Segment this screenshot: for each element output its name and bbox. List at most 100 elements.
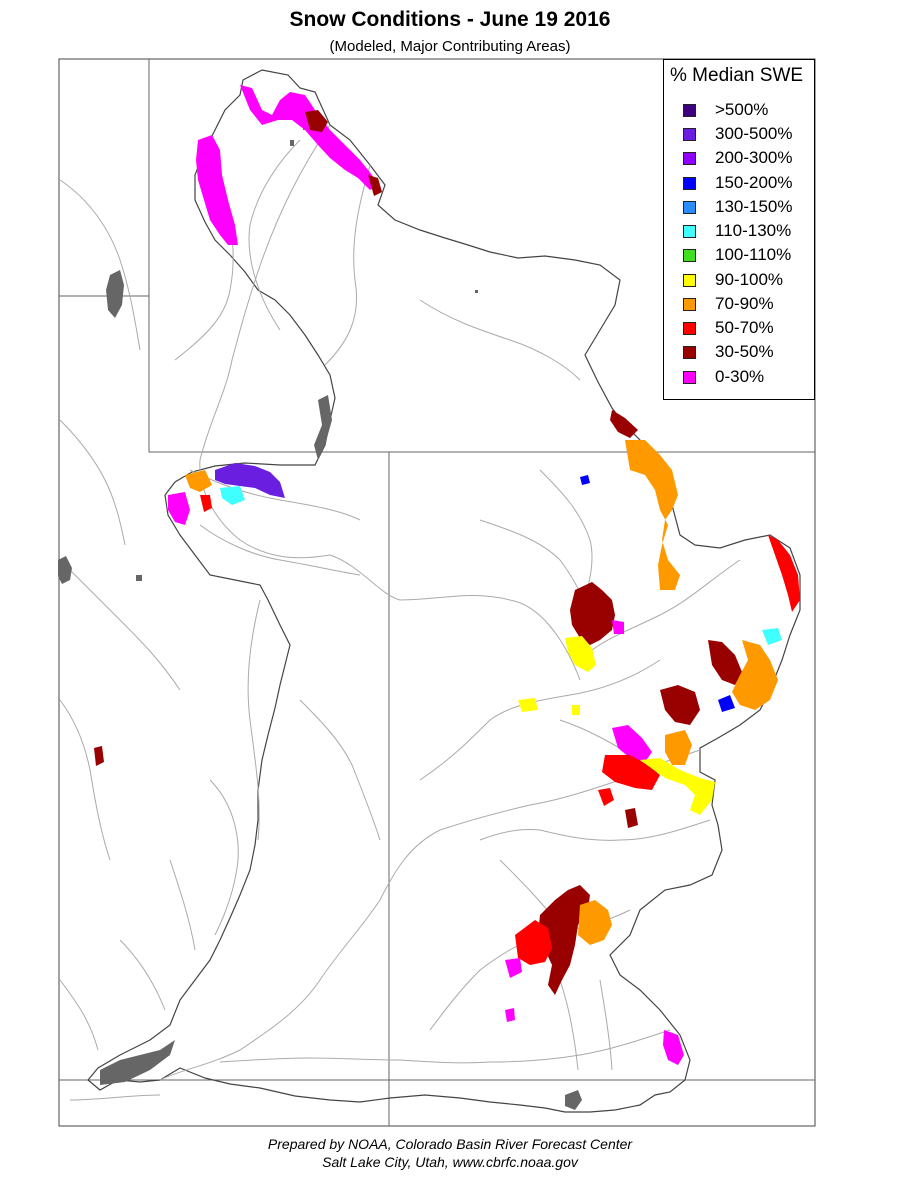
river-yampa — [579, 559, 741, 661]
legend-item: 50-70% — [683, 318, 774, 338]
reservoir-c — [136, 575, 142, 581]
patch-90-100-south-central — [640, 758, 715, 815]
river-east-fork — [59, 559, 181, 691]
legend-swatch — [683, 248, 696, 262]
legend-swatch — [683, 321, 696, 335]
legend-swatch — [683, 151, 696, 165]
patch-0-30-wyoming-north — [240, 85, 378, 190]
patch-0-30-sj-south — [505, 1008, 515, 1022]
patch-50-70-scatter — [598, 788, 614, 806]
rivers — [59, 124, 741, 1101]
legend-swatch — [683, 176, 696, 190]
legend-item: 0-30% — [683, 367, 764, 387]
patch-110-130-ne-corner — [762, 628, 782, 645]
state-boundaries — [59, 59, 815, 1126]
patch-30-50-wyoming-north — [305, 110, 328, 132]
river-animas — [559, 979, 579, 1071]
patch-0-30-park — [612, 620, 624, 634]
patch-70-90-san-juan — [578, 900, 612, 945]
river-gila — [69, 1094, 161, 1101]
river-paria — [119, 939, 166, 1011]
footer-location: Salt Lake City, Utah, www.cbrfc.noaa.gov — [322, 1154, 578, 1170]
river-weber — [59, 419, 126, 546]
legend-item: 130-150% — [683, 197, 793, 217]
patch-70-90-central — [732, 640, 778, 710]
reservoir-d — [475, 290, 478, 293]
patch-110-130-uinta — [220, 486, 245, 505]
river-blacks-fork — [189, 469, 361, 521]
legend-swatch — [683, 200, 696, 214]
patch-0-30-uinta — [168, 492, 190, 525]
legend-label: 150-200% — [715, 173, 793, 192]
legend-label: 130-150% — [715, 197, 793, 216]
patch-150-200-central — [718, 695, 735, 712]
patch-0-30-south-central — [612, 725, 652, 762]
river-green — [199, 124, 581, 681]
river-san-rafael — [299, 699, 381, 841]
lakes — [58, 125, 582, 1110]
patch-300-500-uinta — [215, 463, 285, 498]
legend-label: 90-100% — [715, 270, 784, 289]
snow-patches — [94, 85, 800, 1065]
legend-item: >500% — [683, 100, 768, 120]
map-frame — [58, 58, 816, 1127]
legend: % Median SWE >500% 300-500% 200-300% 150… — [663, 59, 815, 400]
legend-item: 70-90% — [683, 294, 774, 314]
legend-label: 50-70% — [715, 318, 774, 337]
river-piedra — [599, 979, 613, 1071]
state-line-wy-west — [148, 59, 815, 453]
patch-50-70-san-juan — [515, 920, 552, 965]
reservoir-a — [290, 140, 294, 146]
patch-90-100-park — [565, 636, 596, 672]
river-price — [247, 599, 261, 841]
river-san-juan — [219, 1029, 671, 1064]
legend-swatch — [683, 297, 696, 311]
river-colorado — [159, 749, 701, 1081]
patch-30-50-san-juan — [538, 885, 590, 995]
patch-50-70-ne-corner — [768, 535, 800, 612]
legend-item: 30-50% — [683, 342, 774, 362]
river-dirty-devil — [209, 779, 239, 936]
patch-30-50-park — [570, 582, 615, 645]
patch-90-100-a — [518, 698, 538, 712]
patch-30-50-ne — [610, 410, 638, 438]
legend-label: >500% — [715, 100, 769, 119]
navajo-lake — [565, 1090, 582, 1110]
patch-30-50-central — [708, 640, 742, 685]
patch-0-30-sj-east — [663, 1030, 684, 1065]
legend-label: 110-130% — [715, 221, 792, 240]
flaming-gorge — [314, 395, 332, 460]
utah-lake — [58, 556, 72, 584]
footer-credit: Prepared by NOAA, Colorado Basin River F… — [267, 1136, 633, 1152]
river-escalante — [169, 859, 196, 951]
river-duchesne — [199, 524, 361, 576]
patch-30-50-scatter — [625, 808, 638, 828]
river-gunnison — [479, 819, 711, 841]
legend-label: 0-30% — [715, 367, 765, 386]
patch-0-30-san-juan — [505, 958, 522, 978]
legend-label: 200-300% — [715, 148, 793, 167]
patch-70-90-ne — [625, 440, 680, 590]
legend-swatch — [683, 273, 696, 287]
bear-lake — [106, 270, 124, 318]
map-title: Snow Conditions - June 19 2016 — [289, 8, 611, 31]
patch-50-70-uinta — [200, 495, 212, 512]
legend-title: % Median SWE — [670, 65, 804, 86]
river-ne-wy — [419, 299, 581, 381]
legend-label: 300-500% — [715, 124, 793, 143]
legend-label: 30-50% — [715, 342, 774, 361]
legend-swatch — [683, 224, 696, 238]
patch-70-90-uinta — [185, 470, 212, 492]
legend-item: 200-300% — [683, 148, 793, 168]
legend-item: 90-100% — [683, 270, 783, 290]
legend-label: 100-110% — [715, 245, 792, 264]
patch-30-50-south-central — [660, 685, 700, 725]
legend-item: 100-110% — [683, 245, 791, 265]
river-virgin — [59, 979, 99, 1051]
legend-swatch — [683, 345, 696, 359]
river-bear — [59, 179, 141, 351]
legend-swatch — [683, 127, 696, 141]
lake-powell — [100, 1040, 175, 1085]
river-sevier — [59, 699, 111, 861]
